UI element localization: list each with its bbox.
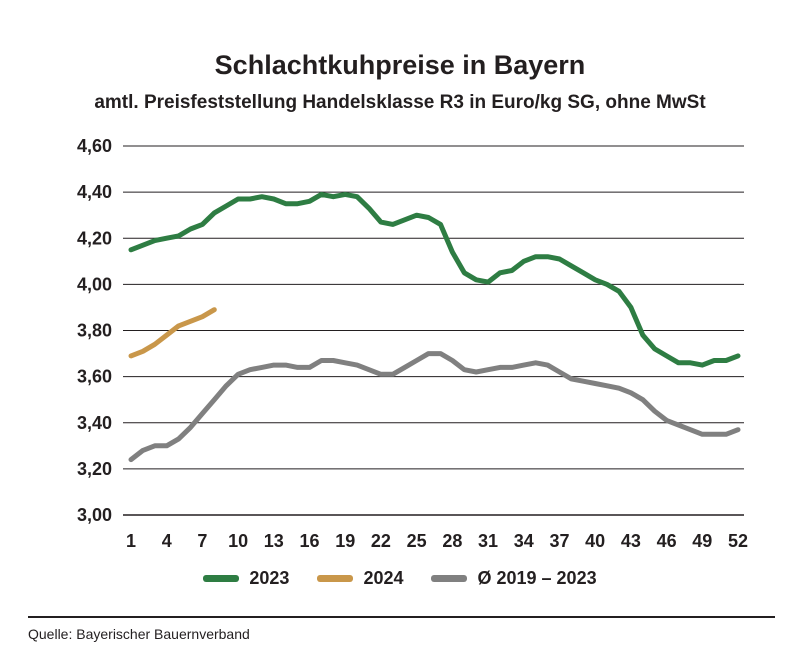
grid-layer xyxy=(123,145,744,516)
x-tick-label: 37 xyxy=(549,531,569,551)
legend-label: 2024 xyxy=(363,568,404,588)
x-tick-label: 7 xyxy=(197,531,207,551)
x-axis-ticks: 1 4 7 10 13 16 19 22 25 28 31 34 37 40 43 46 49 52 xyxy=(126,531,748,551)
x-tick-label: 52 xyxy=(728,531,748,551)
x-tick-label: 31 xyxy=(478,531,498,551)
x-tick-label: 16 xyxy=(300,531,320,551)
chart-title: Schlachtkuhpreise in Bayern xyxy=(214,50,586,80)
legend-label: 2023 xyxy=(249,568,290,588)
x-tick-label: 40 xyxy=(585,531,605,551)
y-tick-label: 4,60 xyxy=(77,136,112,156)
legend-swatch xyxy=(203,575,240,582)
chart-subtitle: amtl. Preisfeststellung Handelsklasse R3… xyxy=(94,92,706,113)
x-tick-label: 19 xyxy=(335,531,355,551)
y-axis-ticks: 3,00 3,20 3,40 3,60 3,80 4,00 4,20 4,40 4,60 xyxy=(77,136,112,525)
legend-swatch xyxy=(317,575,354,582)
x-tick-label: 25 xyxy=(407,531,427,551)
series-line-0 xyxy=(128,191,741,368)
legend-item-2: Ø 2019 – 2023 xyxy=(431,568,597,589)
y-tick-label: 3,40 xyxy=(77,413,112,433)
legend-swatch xyxy=(431,575,468,582)
x-tick-label: 28 xyxy=(442,531,462,551)
x-tick-label: 10 xyxy=(228,531,248,551)
legend: 2023 2024 Ø 2019 – 2023 xyxy=(0,568,800,589)
x-tick-label: 34 xyxy=(514,531,534,551)
legend-item-0: 2023 xyxy=(203,568,289,589)
y-tick-label: 3,60 xyxy=(77,367,112,387)
source-note: Quelle: Bayerischer Bauernverband xyxy=(28,626,250,642)
x-tick-label: 49 xyxy=(692,531,712,551)
x-tick-label: 13 xyxy=(264,531,284,551)
y-tick-label: 3,20 xyxy=(77,459,112,479)
y-tick-label: 3,80 xyxy=(77,321,112,341)
x-tick-label: 4 xyxy=(162,531,172,551)
y-tick-label: 3,00 xyxy=(77,505,112,525)
y-tick-label: 4,40 xyxy=(77,182,112,202)
x-tick-label: 22 xyxy=(371,531,391,551)
x-tick-label: 1 xyxy=(126,531,136,551)
legend-item-1: 2024 xyxy=(317,568,403,589)
y-tick-label: 4,20 xyxy=(77,228,112,248)
series-line-1 xyxy=(128,307,217,359)
x-tick-label: 43 xyxy=(621,531,641,551)
x-tick-label: 46 xyxy=(657,531,677,551)
legend-label: Ø 2019 – 2023 xyxy=(477,568,597,588)
y-tick-label: 4,00 xyxy=(77,274,112,294)
series-layer xyxy=(128,191,741,463)
series-line-2 xyxy=(128,351,741,463)
bottom-divider xyxy=(28,616,775,618)
